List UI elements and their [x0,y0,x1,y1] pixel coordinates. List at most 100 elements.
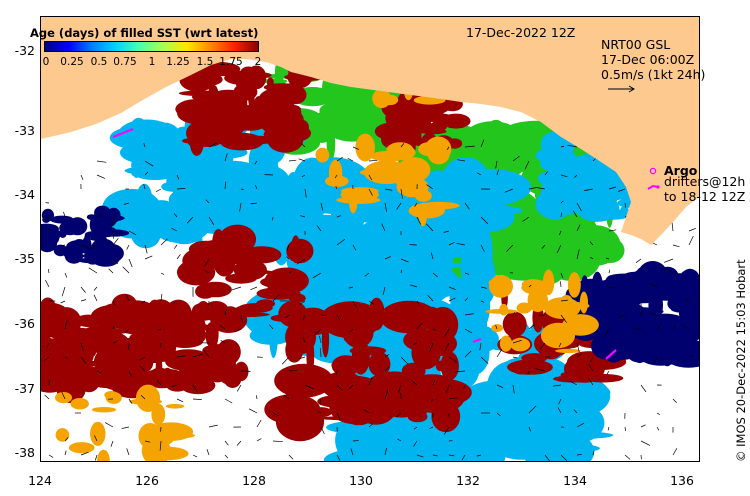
current-vector [233,328,242,333]
current-vector [664,268,674,274]
current-vector [576,422,585,428]
sst-patch [242,246,282,264]
current-vector [176,355,187,358]
current-vector [368,423,374,428]
current-vector [412,342,418,346]
current-vector [317,411,322,414]
current-vector [140,300,146,305]
current-vector [157,328,162,331]
current-vector [552,384,562,387]
sst-patch [413,221,481,259]
current-vector [429,342,434,353]
map-date-title: 17-Dec-2022 12Z [466,25,576,40]
current-vector [410,379,418,386]
current-vector [608,229,617,232]
sst-patch [48,329,74,339]
sst-patch [84,231,100,238]
current-vector [128,258,133,268]
current-vector [559,230,562,236]
current-vector [112,341,117,344]
current-vector [312,272,322,279]
x-tick-label: 130 [349,473,373,488]
current-vector [64,437,69,442]
current-vector [224,398,233,404]
sst-patch [178,366,185,380]
current-vector [144,244,148,254]
current-vector [650,312,658,316]
drifters-time-label: to 18-12 12Z [664,189,746,204]
current-vector [256,395,258,400]
current-vector [80,286,86,293]
sst-patch [516,302,532,314]
current-vector [192,384,198,392]
current-vector [556,244,562,254]
current-vector [635,258,642,263]
sst-patch [408,203,445,219]
current-vector [93,294,98,302]
colorbar-tick: 0.75 [113,56,137,68]
sst-patch [132,165,178,180]
current-vector [640,424,646,428]
current-vector [608,286,617,289]
current-vector [506,244,514,252]
current-vector [336,384,343,391]
sst-patch [135,384,161,412]
current-vector [144,255,153,260]
sst-patch [499,335,513,352]
current-vector [368,188,373,196]
current-vector [138,356,146,361]
current-vector [672,398,677,404]
map-area[interactable] [40,16,700,462]
sst-patch [343,302,370,338]
current-vector [224,181,227,190]
current-vector [192,454,198,458]
sst-patch [566,366,580,376]
current-vector [430,252,434,260]
current-vector [400,269,403,274]
current-vector [480,139,485,148]
current-vector [320,314,327,316]
sst-patch [233,83,258,101]
sst-patch [450,446,506,461]
current-vector [80,342,84,352]
current-vector [448,356,458,363]
sst-patch [183,73,215,84]
current-vector [590,256,594,260]
current-vector [94,435,98,442]
sst-patch [368,297,385,331]
current-vector [416,322,423,330]
current-vector [653,356,658,364]
current-vector [688,235,694,246]
current-vector [624,202,627,208]
current-vector [176,174,180,180]
current-vector [352,146,360,150]
current-vector [236,440,242,446]
current-vector [432,272,438,278]
current-vector [480,216,489,225]
current-vector [286,256,290,260]
sst-patch [329,375,377,393]
current-vector [254,160,258,165]
current-vector [336,238,346,246]
sst-patch [213,252,236,277]
current-vector [480,286,487,289]
current-vector [464,272,470,275]
sst-patch [199,281,232,298]
current-vector [448,297,456,302]
current-vector [176,188,186,190]
current-vector [336,314,341,321]
current-vector [446,146,450,151]
sst-patch [264,215,341,246]
current-vector [576,224,581,232]
current-vector [220,340,226,344]
current-vector [80,244,89,249]
current-vector [384,447,387,456]
sst-patch [246,65,267,90]
current-vector [192,353,203,358]
current-vector [528,405,537,414]
current-vector [352,440,359,442]
current-time-label: 17-Dec 06:00Z [601,52,695,67]
current-vector [144,160,154,167]
sst-patch [424,380,442,402]
sst-patch [98,226,117,238]
